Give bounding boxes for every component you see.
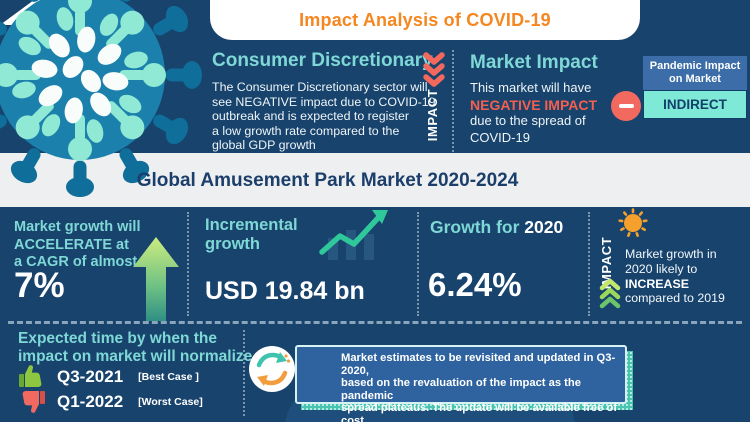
cagr-description: Market growth will ACCELERATE at a CAGR … [14,219,141,270]
cagr-value: 7% [14,266,65,305]
triple-chevron-down-icon [423,52,445,87]
sun-icon [618,208,648,237]
worst-case-tag: [Worst Case] [138,395,203,408]
increase-text: INCREASE [625,276,690,291]
vertical-divider [243,330,245,416]
market-title: Global Amusement Park Market 2020-2024 [136,170,519,191]
refresh-icon [249,346,295,392]
minus-icon [611,91,641,121]
impact-vertical-label: IMPACT [425,88,440,142]
best-case-tag: [Best Case ] [138,370,199,383]
pandemic-impact-badge: Pandemic Impact on Market INDIRECT [643,56,747,119]
consumer-discretionary-body: The Consumer Discretionary sector will s… [212,80,436,153]
vertical-divider [452,50,454,152]
worst-case-value: Q1-2022 [57,391,124,411]
market-impact-heading: Market Impact [470,52,598,73]
market-impact-body: This market will have NEGATIVE IMPACT du… [470,80,598,145]
horizontal-divider [8,321,742,324]
coronavirus-illustration [0,0,202,197]
vertical-divider [588,212,590,316]
update-note: Market estimates to be revisited and upd… [295,345,627,422]
header-banner: Impact Analysis of COVID-19 [210,0,640,40]
best-case-value: Q3-2021 [57,366,124,386]
badge-value: INDIRECT [643,90,747,119]
thumbs-down-icon [22,391,45,413]
page-title: Impact Analysis of COVID-19 [299,9,551,30]
badge-title: Pandemic Impact on Market [643,56,747,90]
vertical-divider [417,212,419,316]
growth-2020-heading: Growth for 2020 [430,217,564,237]
growth-up-arrow-icon [133,237,179,321]
consumer-discretionary-heading: Consumer Discretionary [212,50,433,71]
incremental-growth-heading: Incremental growth [205,216,298,253]
best-case-row: Q3-2021 [Best Case ] [18,365,199,388]
incremental-growth-value: USD 19.84 bn [205,277,365,305]
triple-chevron-up-icon [599,279,621,309]
outlook-text: Market growth in 2020 likely to INCREASE… [625,247,747,306]
vertical-divider [187,212,189,316]
growth-2020-value: 6.24% [428,266,522,303]
worst-case-row: Q1-2022 [Worst Case] [18,390,203,413]
thumbs-up-icon [19,365,42,387]
trend-line-icon [319,210,388,260]
normalize-heading: Expected time by when the impact on mark… [18,330,253,365]
negative-impact-text: NEGATIVE IMPACT [470,96,598,113]
